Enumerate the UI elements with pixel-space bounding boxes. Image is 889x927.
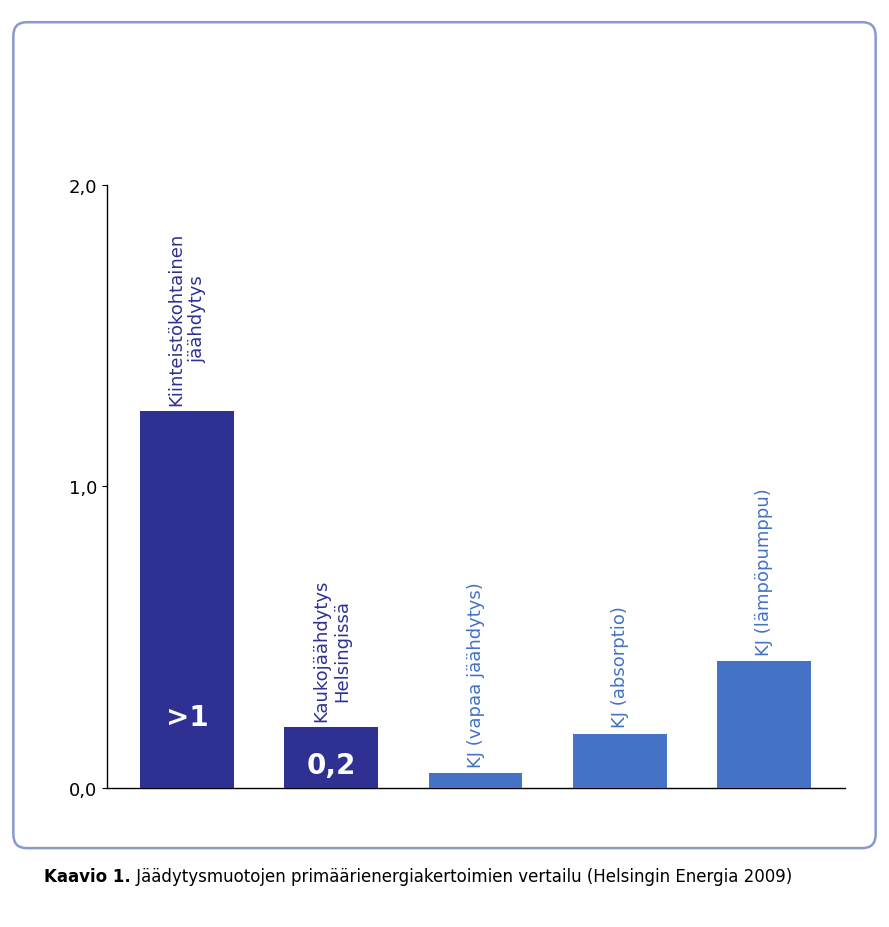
Text: Kaukojäähdytys
Helsingissä: Kaukojäähdytys Helsingissä [312,579,351,721]
Bar [284,728,378,788]
Text: >1: >1 [165,704,208,731]
Bar [428,773,523,788]
Text: Kiinteistökohtainen
jäähdytys: Kiinteistökohtainen jäähdytys [168,233,206,405]
Bar [717,661,811,788]
Bar [573,734,667,788]
Text: Jäädytysmuotojen primäärienergiakertoimien vertailu (Helsingin Energia 2009): Jäädytysmuotojen primäärienergiakertoimi… [132,867,792,885]
Bar [140,412,234,788]
Text: Kaavio 1.: Kaavio 1. [44,867,132,885]
Text: 0,2: 0,2 [307,751,356,779]
Text: KJ (vapaa jäähdytys): KJ (vapaa jäähdytys) [467,581,485,767]
Text: KJ (absorptio): KJ (absorptio) [611,606,629,728]
Text: KJ (lämpöpumppu): KJ (lämpöpumppu) [755,488,773,655]
